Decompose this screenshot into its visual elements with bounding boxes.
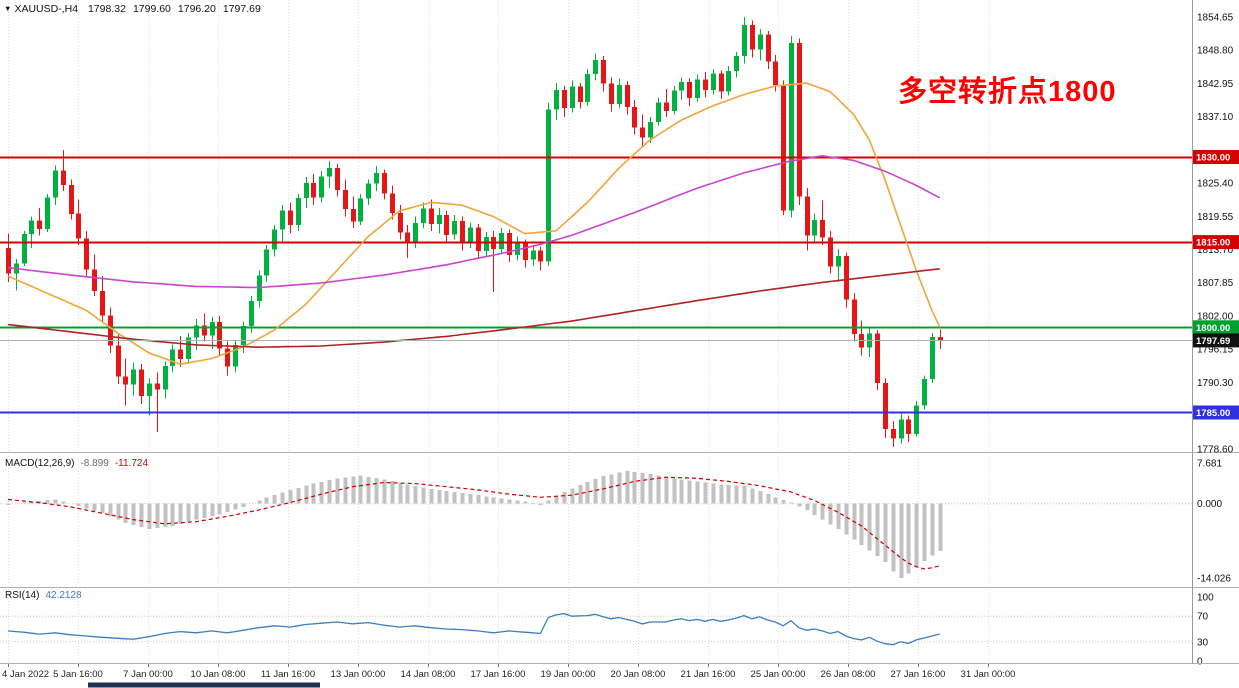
bid-price-badge: 1797.69 (1193, 333, 1239, 348)
ma-long-darkred (7, 268, 940, 349)
time-axis-label: 19 Jan 00:00 (541, 669, 596, 680)
time-axis-label: 31 Jan 00:00 (961, 669, 1016, 680)
time-axis-label: 27 Jan 16:00 (891, 669, 946, 680)
macd-name: MACD(12,26,9) (5, 458, 75, 469)
price-badge-1785.00: 1785.00 (1193, 405, 1239, 420)
price-axis-label: 1790.30 (1197, 378, 1234, 389)
svg-text:1830.00: 1830.00 (1196, 153, 1230, 164)
macd-axis-label: -14.026 (1197, 574, 1231, 585)
time-axis-label: 13 Jan 00:00 (331, 669, 386, 680)
macd-main-value: -8.899 (80, 458, 109, 469)
price-axis-label: 1825.40 (1197, 179, 1234, 190)
symbol-timeframe-label: XAUUSD-,H4 (14, 3, 79, 15)
macd-histogram (6, 470, 943, 579)
open-value: 1798.32 (87, 3, 126, 15)
price-axis[interactable]: 1854.65 1848.80 1842.95 1837.10 1825.40 1819.… (1197, 13, 1234, 456)
macd-signal-value: -11.724 (114, 458, 149, 469)
ma-fast-orange (7, 82, 941, 366)
rsi-axis-label: 100 (1197, 593, 1214, 604)
time-axis[interactable]: 4 Jan 2022 5 Jan 16:00 7 Jan 00:00 10 Jan 0… (2, 664, 1015, 680)
macd-signal-line (7, 476, 940, 570)
symbol-dropdown-icon[interactable]: ▼ (4, 4, 12, 13)
price-axis-label: 1854.65 (1197, 13, 1234, 24)
time-axis-label: 25 Jan 00:00 (751, 669, 806, 680)
time-axis-label: 4 Jan 2022 (2, 669, 49, 680)
scrollbar-thumb[interactable] (88, 682, 320, 688)
price-axis-label: 1813.70 (1197, 245, 1234, 256)
rsi-name: RSI(14) (5, 590, 40, 601)
price-axis-label: 1796.15 (1197, 345, 1234, 356)
rsi-axis-label: 0 (1197, 657, 1203, 668)
price-axis-label: 1778.60 (1197, 444, 1234, 455)
rsi-value: 42.2128 (45, 590, 82, 601)
price-axis-label: 1819.55 (1197, 212, 1234, 223)
price-axis-label: 1848.80 (1197, 46, 1234, 57)
svg-text:1785.00: 1785.00 (1196, 408, 1230, 419)
macd-axis-label: 0.000 (1197, 499, 1222, 510)
rsi-axis-label: 30 (1197, 637, 1209, 648)
svg-text:1800.00: 1800.00 (1196, 323, 1230, 334)
rsi-indicator-label: RSI(14) 42.2128 (5, 590, 82, 601)
time-axis-label: 26 Jan 08:00 (821, 669, 876, 680)
time-axis-label: 17 Jan 16:00 (471, 669, 526, 680)
ma-slow-magenta (7, 154, 941, 289)
time-axis-label: 21 Jan 16:00 (681, 669, 736, 680)
price-badge-1830.00: 1830.00 (1193, 150, 1239, 164)
price-axis-label: 1842.95 (1197, 79, 1234, 90)
macd-axis-label: 7.681 (1197, 459, 1222, 470)
high-value: 1799.60 (132, 3, 171, 15)
time-axis-label: 5 Jan 16:00 (53, 669, 103, 680)
annotation-text[interactable]: 多空转折点1800 (898, 76, 1117, 108)
time-axis-label: 11 Jan 16:00 (261, 669, 315, 680)
macd-indicator-label: MACD(12,26,9) -8.899 -11.724 (5, 458, 148, 469)
scrollbar-track (0, 682, 1239, 688)
svg-text:1797.69: 1797.69 (1196, 336, 1230, 347)
time-axis-label: 20 Jan 08:00 (611, 669, 666, 680)
svg-text:1815.00: 1815.00 (1196, 238, 1230, 249)
rsi-line-plot (7, 612, 940, 646)
close-value: 1797.69 (222, 3, 261, 15)
time-axis-label: 7 Jan 00:00 (123, 669, 173, 680)
candles-layer (6, 17, 943, 448)
low-value: 1796.20 (177, 3, 216, 15)
price-axis-label: 1807.85 (1197, 278, 1234, 289)
time-axis-label: 14 Jan 08:00 (401, 669, 456, 680)
time-axis-label: 10 Jan 08:00 (191, 669, 246, 680)
price-axis-label: 1837.10 (1197, 112, 1234, 123)
rsi-axis-label: 70 (1197, 612, 1209, 623)
price-axis-label: 1802.00 (1197, 311, 1234, 322)
price-badge-1800.00: 1800.00 (1193, 320, 1239, 335)
symbol-ohlc-bar: ▼ XAUUSD-,H4 1798.32 1799.60 1796.20 1797.69 (4, 3, 261, 15)
price-badge-1815.00: 1815.00 (1193, 235, 1239, 250)
